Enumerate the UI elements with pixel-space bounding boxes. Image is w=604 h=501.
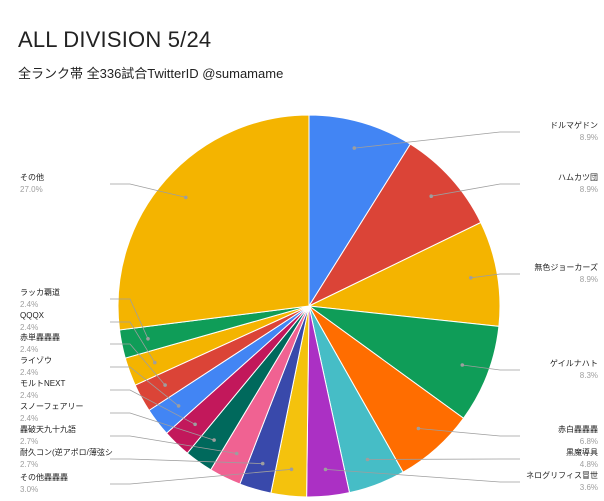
slice-label-name: スノーフェアリー bbox=[20, 402, 84, 411]
slice-label-percent: 2.7% bbox=[20, 460, 38, 469]
leader-line bbox=[418, 428, 520, 437]
slice-label-name: 轟破天九十九語 bbox=[20, 424, 76, 434]
slice-label-percent: 6.8% bbox=[580, 437, 598, 446]
slice-label-name: ゲイルナハト bbox=[550, 358, 598, 368]
leader-dot bbox=[212, 438, 216, 442]
leader-line bbox=[110, 298, 149, 339]
slice-label-percent: 2.4% bbox=[20, 414, 38, 423]
slice-label-percent: 3.6% bbox=[580, 483, 598, 492]
slice-label-name: 無色ジョーカーズ bbox=[534, 262, 598, 272]
slice-label-name: ハムカツ団 bbox=[558, 173, 598, 182]
slice-label-percent: 8.9% bbox=[580, 275, 598, 284]
slice-label-name: QQQX bbox=[20, 311, 45, 320]
chart-title: ALL DIVISION 5/24 bbox=[18, 27, 212, 52]
slice-label-name: ネログリフィス冒世 bbox=[526, 470, 598, 480]
leader-line bbox=[110, 412, 215, 441]
leader-line bbox=[431, 183, 520, 197]
pie-slice bbox=[307, 143, 482, 308]
slice-label-percent: 8.3% bbox=[580, 371, 598, 380]
pie-slices bbox=[117, 114, 501, 498]
leader-line bbox=[110, 458, 263, 464]
leader-line bbox=[367, 458, 520, 460]
slice-label-name: 耐久コン(逆アポロ/薄弦シ bbox=[20, 447, 113, 457]
slice-label-percent: 2.4% bbox=[20, 368, 38, 377]
leader-line bbox=[110, 468, 292, 485]
leader-line bbox=[110, 321, 156, 363]
leader-line bbox=[354, 131, 520, 149]
slice-label-percent: 4.8% bbox=[580, 460, 598, 469]
slice-label-name: モルトNEXT bbox=[20, 379, 65, 388]
pie-labels: ドルマゲドン 8.9% ハムカツ団 8.9% 無色ジョーカーズ 8.9% ゲイルナハト 8.3… bbox=[20, 120, 598, 494]
leader-line bbox=[470, 273, 520, 279]
leader-dot bbox=[153, 360, 157, 365]
slice-label-percent: 2.4% bbox=[20, 300, 38, 309]
chart-subtitle: 全ランク帯 全336試合TwitterID @sumamame bbox=[18, 66, 284, 81]
slice-label-percent: 8.9% bbox=[580, 185, 598, 194]
slice-label-name: ドルマゲドン bbox=[550, 120, 598, 130]
leader-line bbox=[110, 366, 179, 407]
slice-label-name: ラッカ覇道 bbox=[20, 287, 60, 297]
leader-dot bbox=[260, 461, 265, 466]
leader-line bbox=[110, 183, 186, 198]
pie-leader-lines bbox=[110, 131, 520, 485]
leader-line bbox=[110, 343, 166, 386]
leader-line bbox=[110, 435, 237, 454]
slice-label-name: ライゾウ bbox=[20, 356, 52, 365]
leader-line bbox=[110, 389, 196, 425]
slice-label-percent: 2.4% bbox=[20, 345, 38, 354]
slice-label-name: 黒魔導具 bbox=[566, 447, 598, 457]
slice-label-name: その他轟轟轟 bbox=[20, 472, 68, 482]
pie-slice bbox=[307, 221, 501, 327]
slice-label-percent: 2.4% bbox=[20, 391, 38, 400]
leader-line bbox=[325, 469, 520, 483]
slice-label-percent: 2.4% bbox=[20, 323, 38, 332]
slice-label-name: 赤単轟轟轟 bbox=[20, 332, 60, 342]
slice-label-percent: 2.7% bbox=[20, 437, 38, 446]
pie-slice bbox=[117, 114, 310, 331]
slice-label-percent: 3.0% bbox=[20, 485, 38, 494]
slice-label-name: その他 bbox=[20, 172, 44, 182]
slice-label-percent: 8.9% bbox=[580, 133, 598, 142]
pie-slice bbox=[307, 305, 500, 419]
slice-label-name: 赤白轟轟轟 bbox=[558, 424, 598, 434]
slice-label-percent: 27.0% bbox=[20, 185, 43, 194]
leader-line bbox=[462, 364, 520, 371]
